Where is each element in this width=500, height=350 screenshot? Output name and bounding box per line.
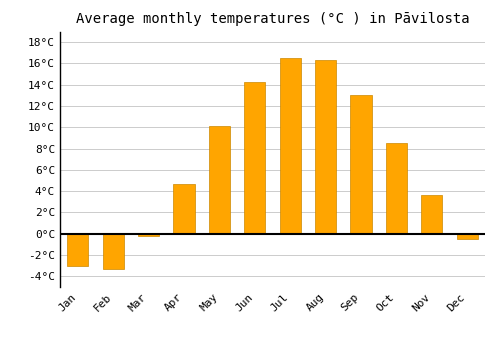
- Bar: [174, 184, 195, 234]
- Bar: [386, 143, 407, 234]
- Bar: [209, 126, 230, 234]
- Bar: [315, 60, 336, 234]
- Bar: [456, 234, 478, 239]
- Bar: [102, 234, 124, 269]
- Title: Average monthly temperatures (°C ) in Pāvilosta: Average monthly temperatures (°C ) in Pā…: [76, 12, 469, 26]
- Bar: [350, 95, 372, 234]
- Bar: [280, 58, 301, 234]
- Bar: [244, 82, 266, 234]
- Bar: [421, 195, 442, 234]
- Bar: [67, 234, 88, 266]
- Bar: [138, 234, 159, 236]
